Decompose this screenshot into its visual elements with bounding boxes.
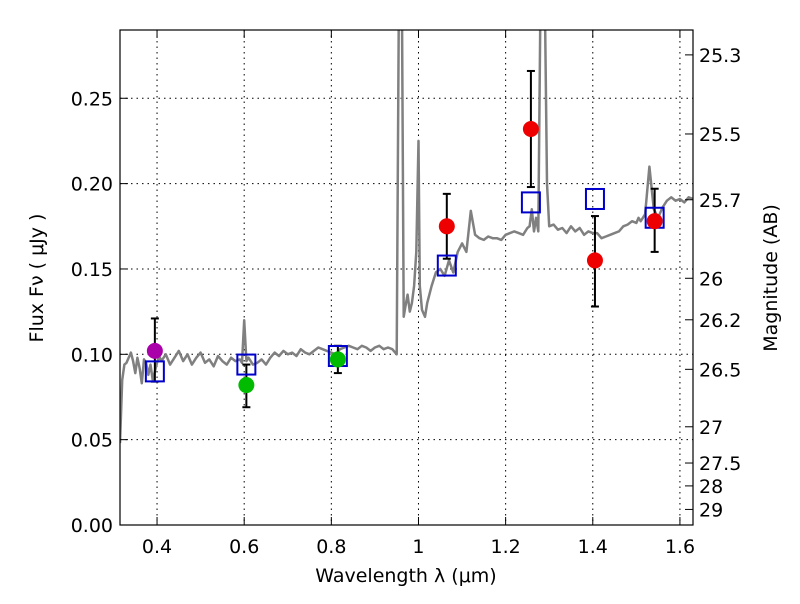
x-axis-label: Wavelength λ (μm)	[315, 565, 496, 587]
model-point	[144, 360, 165, 383]
model-point	[584, 187, 605, 210]
observed-point	[438, 218, 455, 235]
x-axis: 0.4 0.6 0.8 1 1.2 1.4 1.6	[142, 30, 695, 558]
errorbar-layer	[150, 69, 659, 409]
y-right-tick-label: 26.5	[699, 359, 741, 381]
y-axis-label: Flux Fν ( μJy )	[26, 214, 48, 343]
y-right-tick-label: 25.5	[699, 124, 741, 146]
x-tick-label: 0.8	[316, 536, 346, 558]
y-right-tick-label: 26.2	[699, 310, 741, 332]
y-right-tick-label: 27	[699, 417, 723, 439]
observed-point	[522, 121, 539, 137]
y-right-tick-label: 27.5	[699, 453, 741, 475]
x-tick-label: 0.4	[142, 536, 172, 558]
observed-points-layer	[146, 121, 663, 394]
observed-point	[238, 377, 255, 394]
y-right-tick-label: 25.3	[699, 45, 741, 67]
y-tick-label: 0.25	[71, 88, 113, 110]
observed-point	[586, 252, 603, 269]
model-point	[520, 191, 541, 214]
x-tick-label: 0.6	[229, 536, 259, 558]
y-tick-label: 0.20	[71, 174, 113, 196]
y-right-tick-label: 28	[699, 476, 723, 498]
model-point	[436, 254, 457, 277]
y-tick-label: 0.00	[71, 515, 113, 537]
grid	[120, 30, 693, 525]
spectrum-line	[120, 30, 693, 444]
y-right-tick-label: 26	[699, 268, 723, 290]
model-point	[236, 353, 257, 376]
y-axis-left: 0.00 0.05 0.10 0.15 0.20 0.25	[71, 88, 128, 537]
y-axis-right-label: Magnitude (AB)	[760, 204, 782, 352]
x-tick-label: 1.6	[665, 536, 695, 558]
model-points-layer	[144, 187, 665, 383]
spectrum-layer	[120, 30, 693, 444]
observed-point	[329, 351, 346, 368]
y-right-tick-label: 29	[699, 499, 723, 521]
observed-point	[646, 213, 663, 230]
y-tick-label: 0.05	[71, 430, 113, 452]
x-tick-label: 1.2	[491, 536, 521, 558]
observed-point	[146, 342, 163, 359]
y-tick-label: 0.10	[71, 344, 113, 366]
y-right-tick-label: 25.7	[699, 190, 741, 212]
y-tick-label: 0.15	[71, 259, 113, 281]
x-tick-label: 1	[412, 536, 424, 558]
x-tick-label: 1.4	[578, 536, 608, 558]
plot-frame	[119, 29, 694, 526]
